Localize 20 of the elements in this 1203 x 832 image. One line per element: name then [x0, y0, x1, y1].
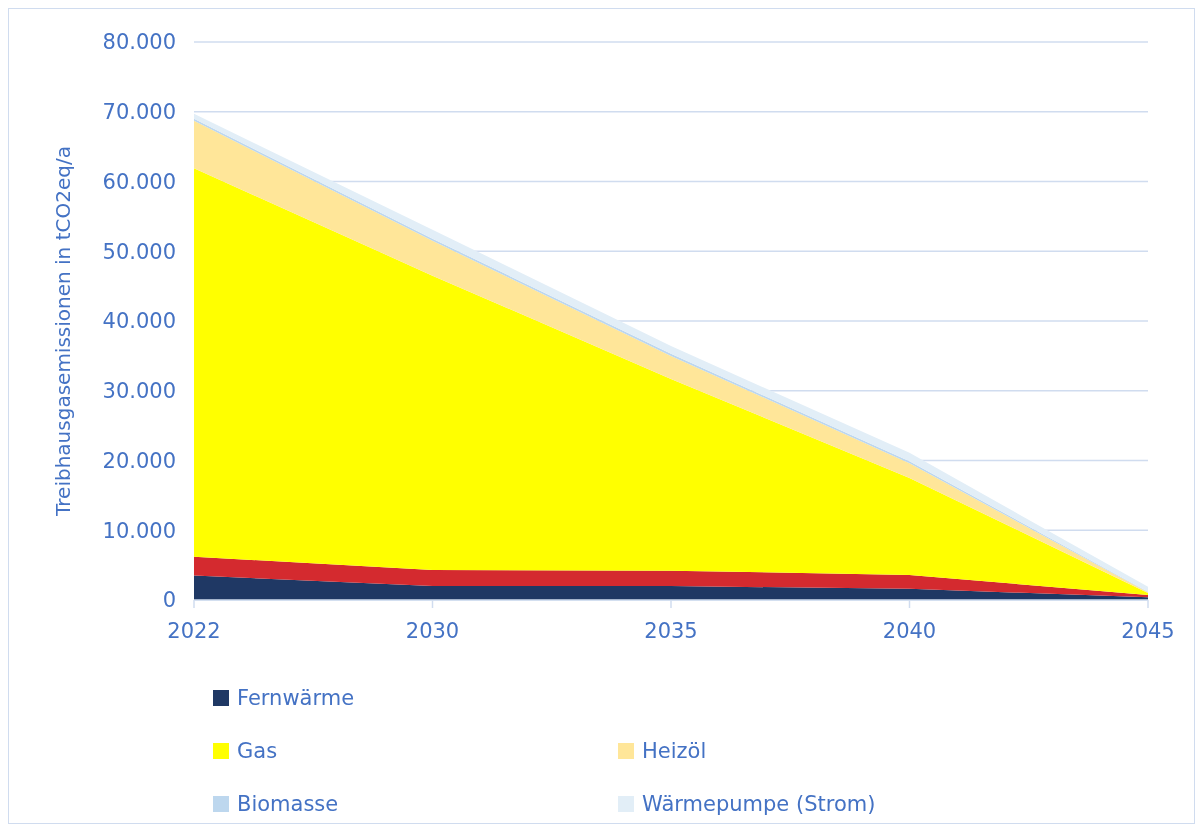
y-tick-label: 30.000: [102, 379, 176, 404]
legend-label: Gas: [237, 739, 278, 764]
y-tick-label: 0: [162, 588, 176, 613]
y-tick-label: 70.000: [102, 100, 176, 125]
y-tick-label: 80.000: [102, 30, 176, 55]
y-tick-label: 50.000: [102, 239, 176, 264]
y-tick-label: 40.000: [102, 309, 176, 334]
legend-label: Heizöl: [642, 739, 707, 764]
y-tick-label: 60.000: [102, 169, 176, 194]
legend-label: Wärmepumpe (Strom): [642, 792, 876, 817]
x-tick-label: 2040: [882, 619, 937, 643]
x-tick-label: 2030: [405, 619, 460, 643]
legend-label: Fernwärme: [237, 686, 355, 711]
legend-label: Biomasse: [237, 792, 339, 817]
x-tick-label: 2045: [1121, 619, 1175, 643]
x-tick-label: 2022: [167, 619, 221, 643]
y-axis-title: Treibhausgasemissionen in tCO2eq/a: [51, 146, 75, 517]
x-tick-label: 2035: [644, 619, 698, 643]
y-tick-label: 20.000: [102, 448, 176, 473]
y-tick-label: 10.000: [102, 518, 176, 543]
